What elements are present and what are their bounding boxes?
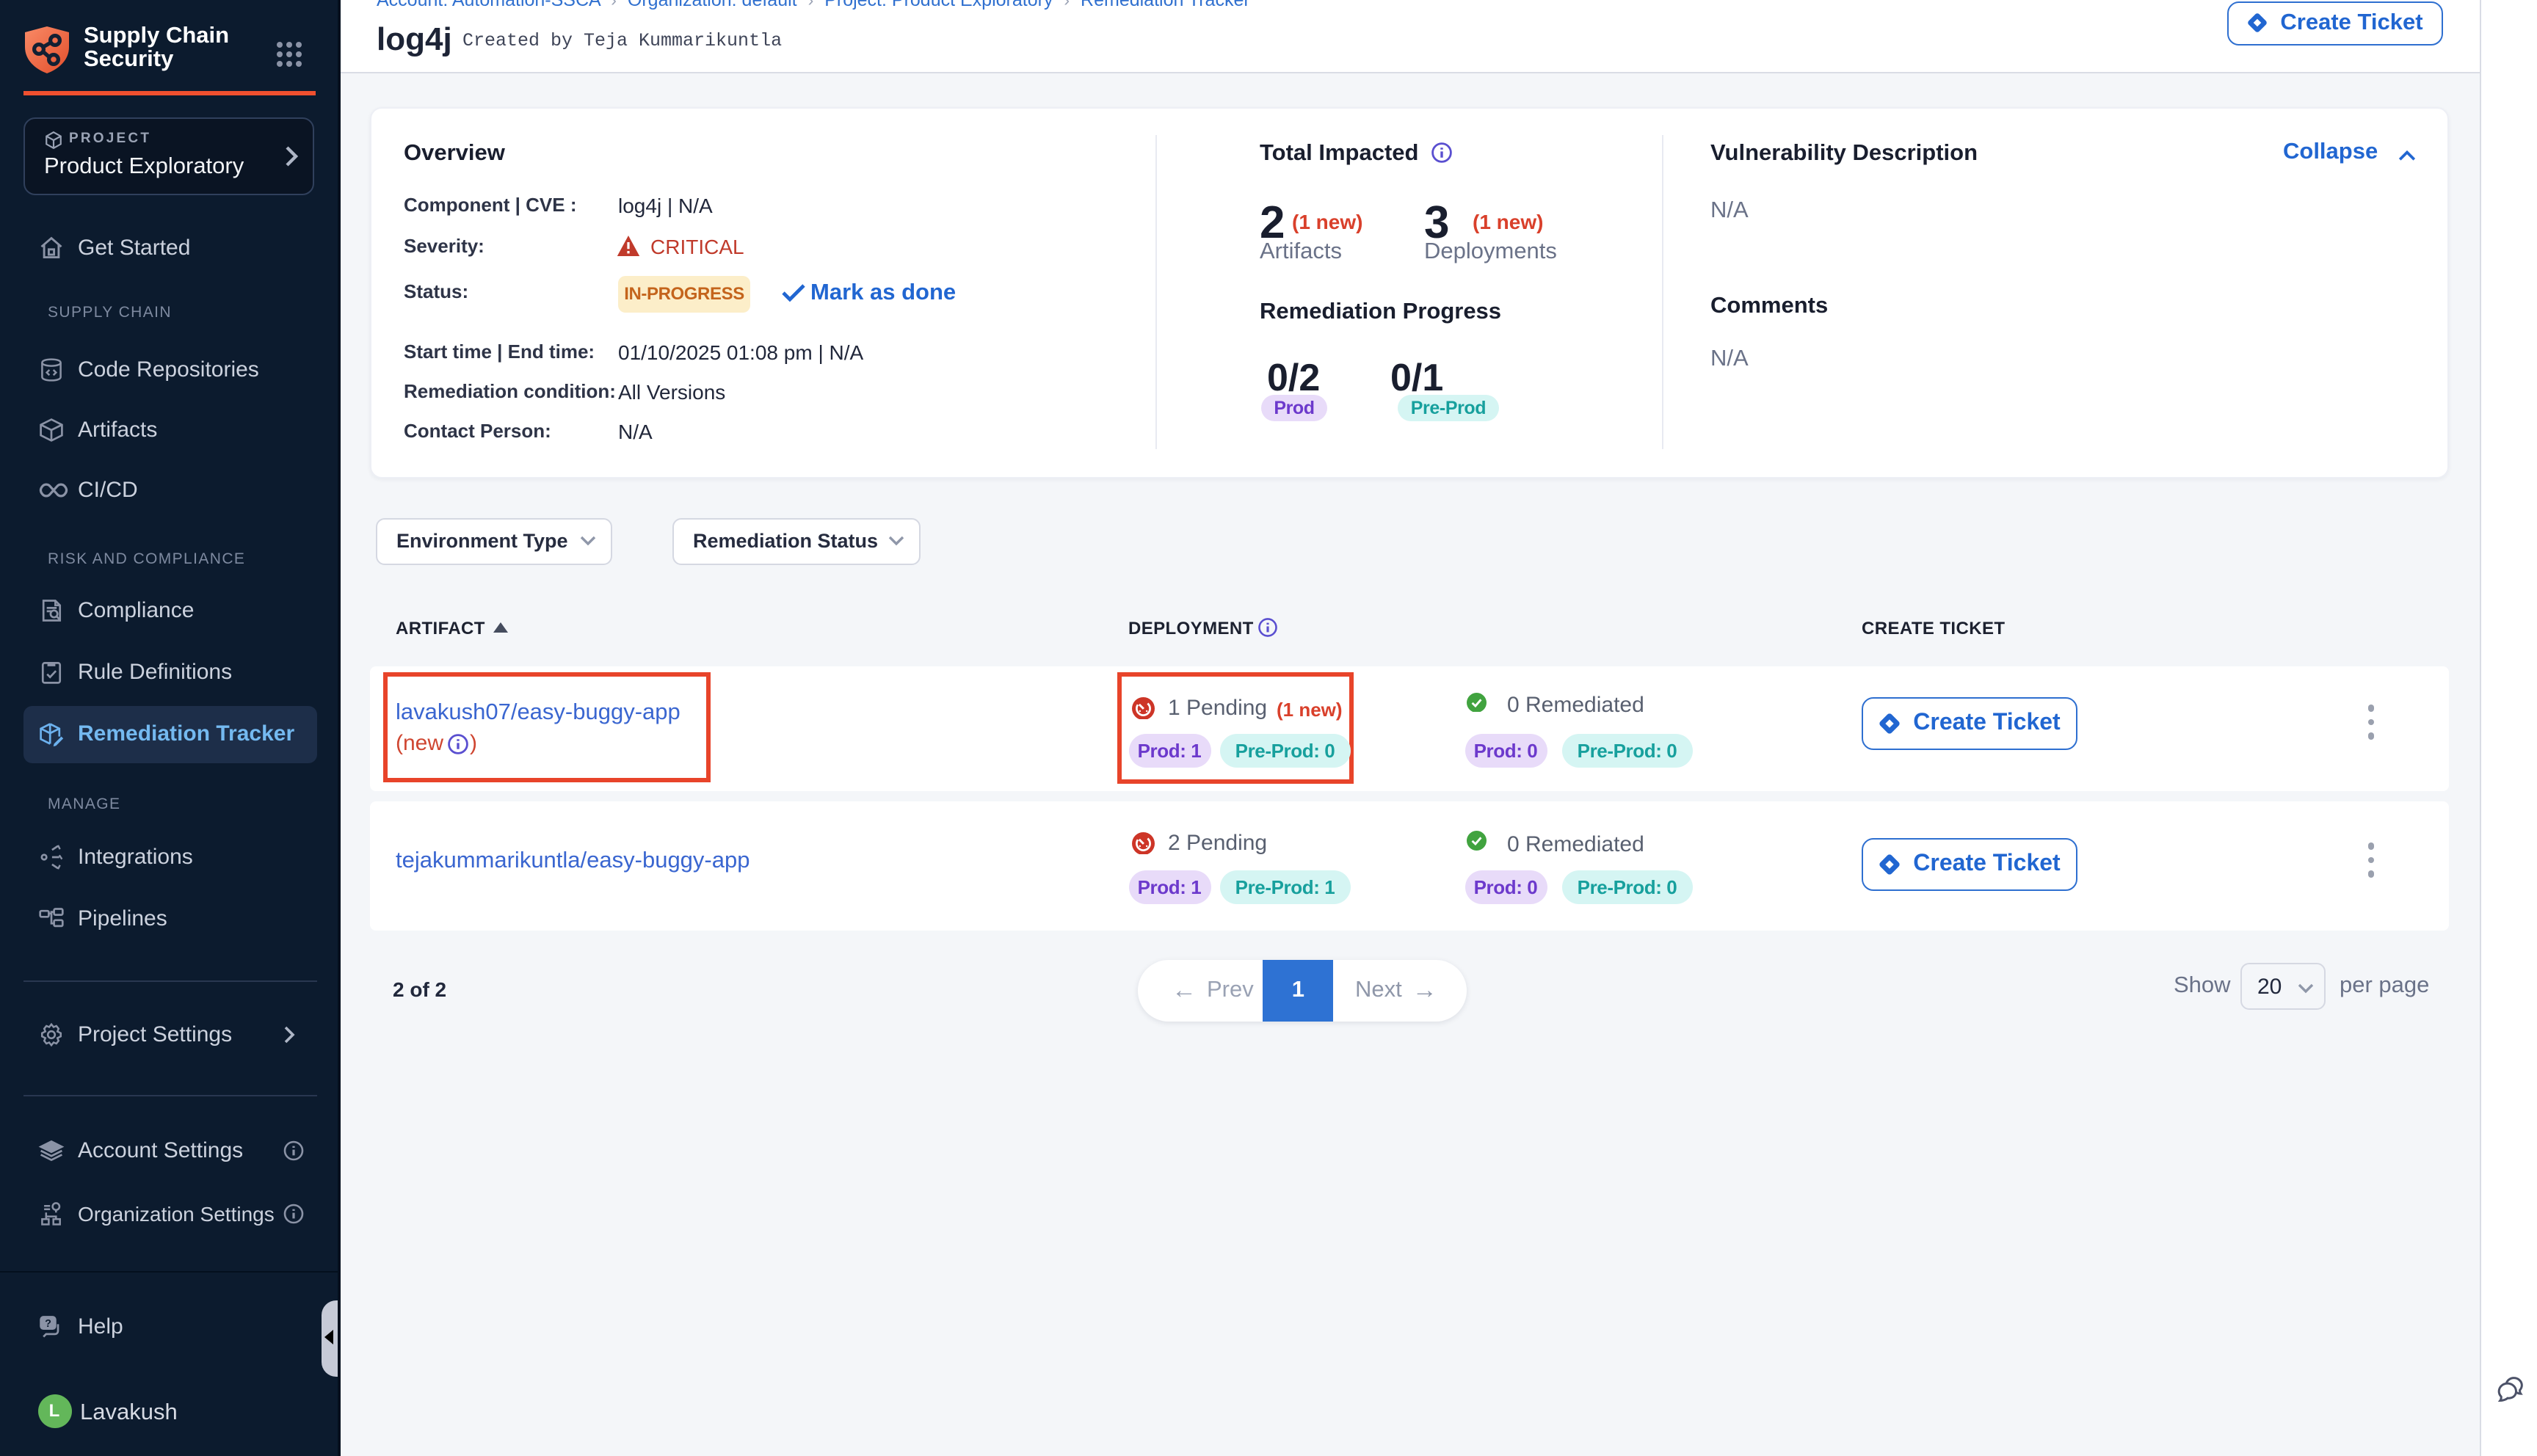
- svg-text:?: ?: [45, 1318, 51, 1330]
